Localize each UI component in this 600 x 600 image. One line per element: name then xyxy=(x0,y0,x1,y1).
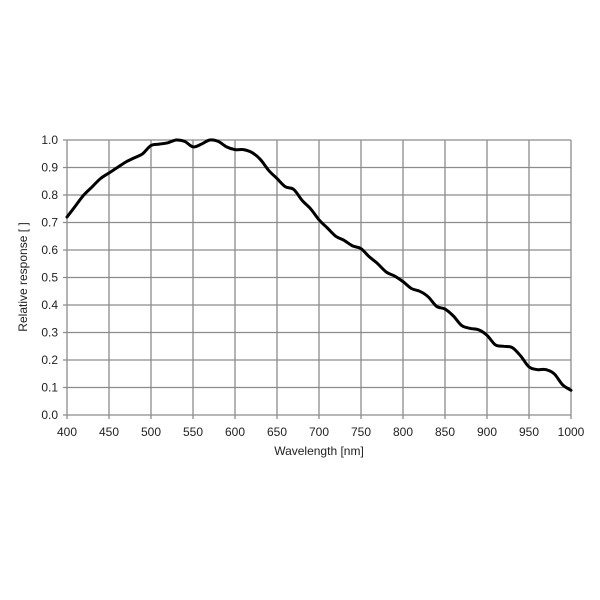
y-tick-label: 0.5 xyxy=(41,271,58,285)
y-tick-label: 0.3 xyxy=(41,326,58,340)
x-tick-label: 600 xyxy=(225,425,245,439)
x-tick-label: 700 xyxy=(309,425,329,439)
y-axis-label: Relative response [ ] xyxy=(16,222,30,331)
y-axis-ticks: 0.0 0.1 0.2 0.3 0.4 0.5 0.6 0.7 0.8 0.9 1.0 xyxy=(41,133,58,422)
x-tick-label: 900 xyxy=(477,425,497,439)
grid-lines xyxy=(63,139,572,419)
x-axis-ticks: 400 450 500 550 600 650 700 750 800 850 900 950 1000 xyxy=(57,425,585,439)
x-tick-label: 750 xyxy=(351,425,371,439)
y-tick-label: 0.7 xyxy=(41,216,58,230)
y-tick-label: 1.0 xyxy=(41,133,58,147)
x-tick-label: 850 xyxy=(435,425,455,439)
y-tick-label: 0.2 xyxy=(41,353,58,367)
y-tick-label: 0.0 xyxy=(41,408,58,422)
response-curve xyxy=(65,138,573,392)
y-tick-label: 0.6 xyxy=(41,243,58,257)
x-tick-label: 650 xyxy=(267,425,287,439)
x-tick-label: 550 xyxy=(183,425,203,439)
x-axis-label: Wavelength [nm] xyxy=(274,444,364,458)
x-tick-label: 500 xyxy=(141,425,161,439)
x-tick-label: 950 xyxy=(519,425,539,439)
y-tick-label: 0.1 xyxy=(41,381,58,395)
x-tick-label: 1000 xyxy=(558,425,585,439)
x-tick-label: 800 xyxy=(393,425,413,439)
x-tick-label: 450 xyxy=(99,425,119,439)
y-tick-label: 0.4 xyxy=(41,298,58,312)
x-tick-label: 400 xyxy=(57,425,77,439)
y-tick-label: 0.9 xyxy=(41,161,58,175)
y-tick-label: 0.8 xyxy=(41,188,58,202)
